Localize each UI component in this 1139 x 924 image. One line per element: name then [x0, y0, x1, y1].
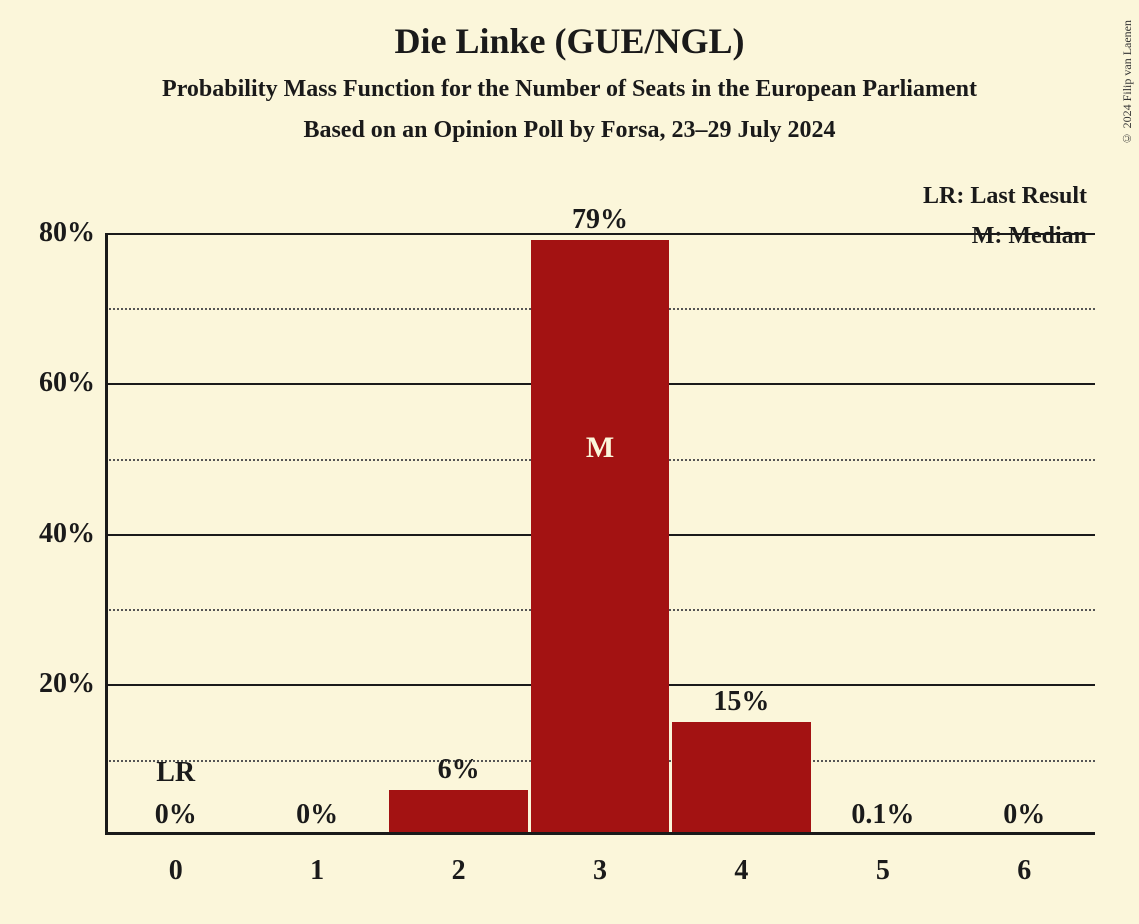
chart-subtitle: Probability Mass Function for the Number…	[0, 76, 1139, 103]
y-axis	[105, 233, 108, 835]
x-tick-label: 3	[593, 855, 607, 887]
bar-value-label: 0%	[296, 799, 338, 831]
last-result-marker: LR	[156, 757, 195, 789]
x-axis	[105, 832, 1095, 835]
bar-value-label: 6%	[438, 754, 480, 786]
bar-value-label: 0.1%	[851, 799, 914, 831]
bar-value-label: 0%	[1003, 799, 1045, 831]
chart-container: Die Linke (GUE/NGL) Probability Mass Fun…	[0, 0, 1139, 924]
chart-title: Die Linke (GUE/NGL)	[0, 0, 1139, 62]
bar-value-label: 15%	[713, 686, 769, 718]
legend-last-result: LR: Last Result	[923, 183, 1087, 210]
plot-area: 20%40%60%80%0%00%16%279%315%40.1%50%6LRM…	[105, 195, 1095, 835]
copyright-text: © 2024 Filip van Laenen	[1120, 20, 1135, 145]
legend-median: M: Median	[972, 223, 1087, 250]
y-tick-label: 20%	[15, 668, 95, 700]
y-tick-label: 40%	[15, 518, 95, 550]
bar	[531, 240, 670, 835]
bar	[389, 790, 528, 835]
bar-value-label: 79%	[572, 204, 628, 236]
bar-value-label: 0%	[155, 799, 197, 831]
chart-subtitle-2: Based on an Opinion Poll by Forsa, 23–29…	[0, 117, 1139, 144]
x-tick-label: 1	[310, 855, 324, 887]
x-tick-label: 4	[734, 855, 748, 887]
y-tick-label: 80%	[15, 217, 95, 249]
x-tick-label: 6	[1017, 855, 1031, 887]
median-marker: M	[586, 431, 614, 465]
bar	[672, 722, 811, 835]
x-tick-label: 2	[452, 855, 466, 887]
x-tick-label: 0	[169, 855, 183, 887]
y-tick-label: 60%	[15, 367, 95, 399]
plot: 20%40%60%80%0%00%16%279%315%40.1%50%6LRM	[105, 195, 1095, 835]
x-tick-label: 5	[876, 855, 890, 887]
